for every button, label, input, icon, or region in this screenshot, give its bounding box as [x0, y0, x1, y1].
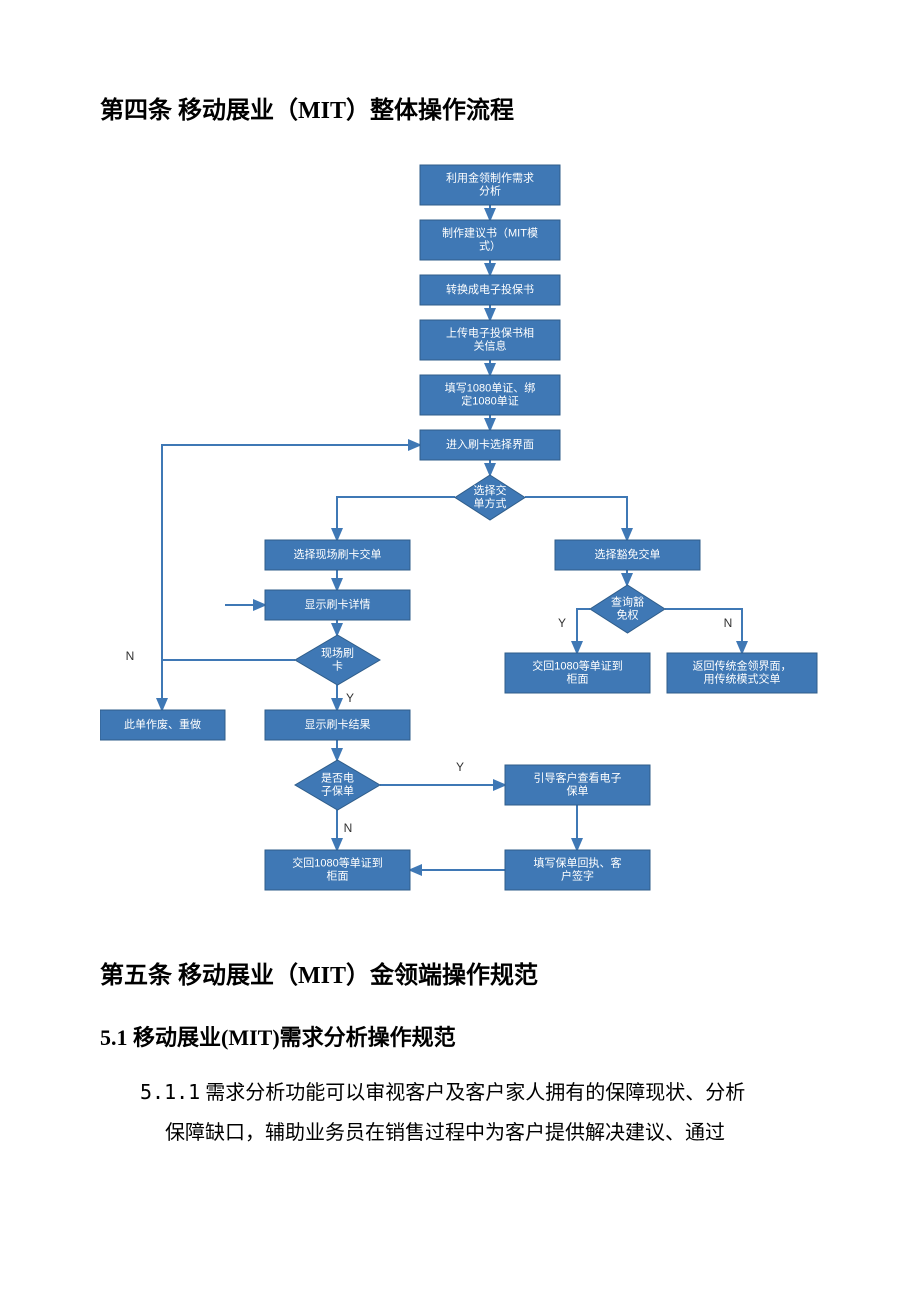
- node-label: 利用金领制作需求: [446, 170, 534, 184]
- node-label: 制作建议书（MIT模: [442, 225, 538, 239]
- flow-node-n9: 显示刷卡详情: [265, 590, 410, 620]
- heading-article-5: 第五条 移动展业（MIT）金领端操作规范: [100, 955, 820, 990]
- paragraph-line1: 需求分析功能可以审视客户及客户家人拥有的保障现状、分析: [200, 1082, 745, 1104]
- node-label: 选择现场刷卡交单: [294, 547, 382, 561]
- flow-node-d4: 是否电子保单: [295, 760, 380, 810]
- node-label: 柜面: [567, 672, 589, 685]
- node-label: 返回传统金领界面，: [693, 658, 792, 672]
- node-label: 交回1080等单证到: [532, 658, 622, 672]
- flow-node-n7: 选择现场刷卡交单: [265, 540, 410, 570]
- flow-node-n6: 进入刷卡选择界面: [420, 430, 560, 460]
- node-label: 显示刷卡结果: [305, 718, 371, 731]
- node-label: 单方式: [474, 496, 507, 510]
- node-label: 选择豁免交单: [595, 547, 661, 561]
- node-label: 此单作废、重做: [124, 717, 201, 731]
- flow-edge: [337, 497, 455, 540]
- flow-node-n15: 交回1080等单证到柜面: [265, 850, 410, 890]
- node-label: 显示刷卡详情: [305, 597, 371, 611]
- flow-node-n4: 上传电子投保书相关信息: [420, 320, 560, 360]
- flow-node-d1: 选择交单方式: [455, 475, 525, 520]
- paragraph-number: 5.1.1: [140, 1080, 200, 1104]
- node-label: 是否电: [321, 771, 354, 784]
- flow-node-d2: 现场刷卡: [295, 635, 380, 685]
- node-label: 选择交: [474, 483, 507, 497]
- flow-node-n1: 利用金领制作需求分析: [420, 165, 560, 205]
- flow-node-n11: 返回传统金领界面，用传统模式交单: [667, 653, 817, 693]
- node-label: 免权: [617, 607, 639, 621]
- node-label: 上传电子投保书相: [446, 325, 534, 339]
- node-label: 关信息: [474, 338, 507, 352]
- flow-node-n8: 选择豁免交单: [555, 540, 700, 570]
- node-label: 卡: [332, 659, 343, 672]
- node-label: 定1080单证: [461, 393, 518, 407]
- edge-label: Y: [558, 616, 566, 630]
- node-label: 分析: [479, 183, 501, 197]
- node-label: 查询豁: [611, 594, 644, 608]
- document-page: 第四条 移动展业（MIT）整体操作流程 YNYNYN利用金领制作需求分析制作建议…: [0, 0, 920, 1233]
- flow-edge: [525, 497, 627, 540]
- node-label: 转换成电子投保书: [446, 282, 534, 296]
- flow-node-n3: 转换成电子投保书: [420, 275, 560, 305]
- node-label: 交回1080等单证到: [292, 855, 382, 869]
- heading-article-4: 第四条 移动展业（MIT）整体操作流程: [100, 90, 820, 125]
- paragraph-line2: 保障缺口，辅助业务员在销售过程中为客户提供解决建议、通过: [165, 1122, 725, 1144]
- flow-node-d3: 查询豁免权: [590, 585, 665, 633]
- node-label: 保单: [567, 783, 589, 797]
- flow-node-n2: 制作建议书（MIT模式）: [420, 220, 560, 260]
- edge-label: N: [724, 616, 733, 630]
- flow-node-n14: 引导客户查看电子保单: [505, 765, 650, 805]
- node-label: 现场刷: [321, 645, 354, 659]
- flow-node-n5: 填写1080单证、绑定1080单证: [420, 375, 560, 415]
- flow-node-n12: 此单作废、重做: [100, 710, 225, 740]
- node-label: 引导客户查看电子: [534, 770, 622, 784]
- edge-label: N: [344, 821, 353, 835]
- node-label: 填写保单回执、客: [534, 855, 622, 869]
- flow-node-n16: 填写保单回执、客户签字: [505, 850, 650, 890]
- edge-label: Y: [346, 691, 354, 705]
- node-label: 式）: [479, 239, 501, 252]
- node-label: 进入刷卡选择界面: [446, 437, 534, 451]
- flow-edge: [577, 609, 590, 653]
- mit-flowchart: YNYNYN利用金领制作需求分析制作建议书（MIT模式）转换成电子投保书上传电子…: [100, 155, 820, 925]
- node-label: 柜面: [327, 869, 349, 882]
- node-label: 用传统模式交单: [704, 671, 781, 685]
- flow-node-n10: 交回1080等单证到柜面: [505, 653, 650, 693]
- node-label: 户签字: [561, 868, 594, 882]
- node-label: 子保单: [321, 783, 354, 797]
- edge-label: N: [126, 649, 135, 663]
- edge-label: Y: [456, 760, 464, 774]
- flow-node-n13: 显示刷卡结果: [265, 710, 410, 740]
- paragraph-5-1-1: 5.1.1 需求分析功能可以审视客户及客户家人拥有的保障现状、分析 保障缺口，辅…: [140, 1072, 820, 1153]
- heading-section-5-1: 5.1 移动展业(MIT)需求分析操作规范: [100, 1020, 820, 1052]
- node-label: 填写1080单证、绑: [445, 380, 535, 394]
